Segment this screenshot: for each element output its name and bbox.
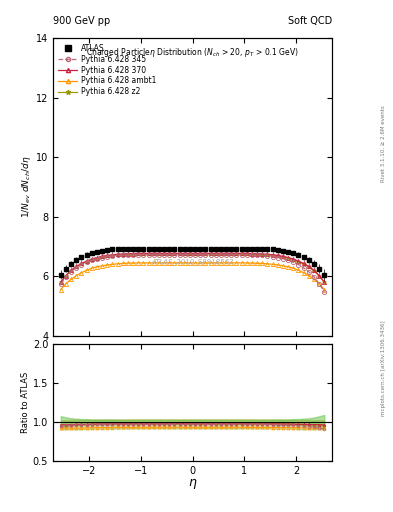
Text: Soft QCD: Soft QCD [288,15,332,26]
Text: mcplots.cern.ch [arXiv:1306.3436]: mcplots.cern.ch [arXiv:1306.3436] [381,321,386,416]
X-axis label: $\eta$: $\eta$ [188,477,197,491]
Y-axis label: $1/N_{ev}\ dN_{ch}/d\eta$: $1/N_{ev}\ dN_{ch}/d\eta$ [20,156,33,218]
Text: Charged Particle$\eta$ Distribution ($N_{ch}$ > 20, $p_T$ > 0.1 GeV): Charged Particle$\eta$ Distribution ($N_… [86,46,299,59]
Legend: ATLAS, Pythia 6.428 345, Pythia 6.428 370, Pythia 6.428 ambt1, Pythia 6.428 z2: ATLAS, Pythia 6.428 345, Pythia 6.428 37… [57,42,158,98]
Y-axis label: Ratio to ATLAS: Ratio to ATLAS [21,372,30,433]
Text: ATLAS_2010_S8918562: ATLAS_2010_S8918562 [151,258,234,265]
Text: Rivet 3.1.10, ≥ 2.6M events: Rivet 3.1.10, ≥ 2.6M events [381,105,386,182]
Text: 900 GeV pp: 900 GeV pp [53,15,110,26]
